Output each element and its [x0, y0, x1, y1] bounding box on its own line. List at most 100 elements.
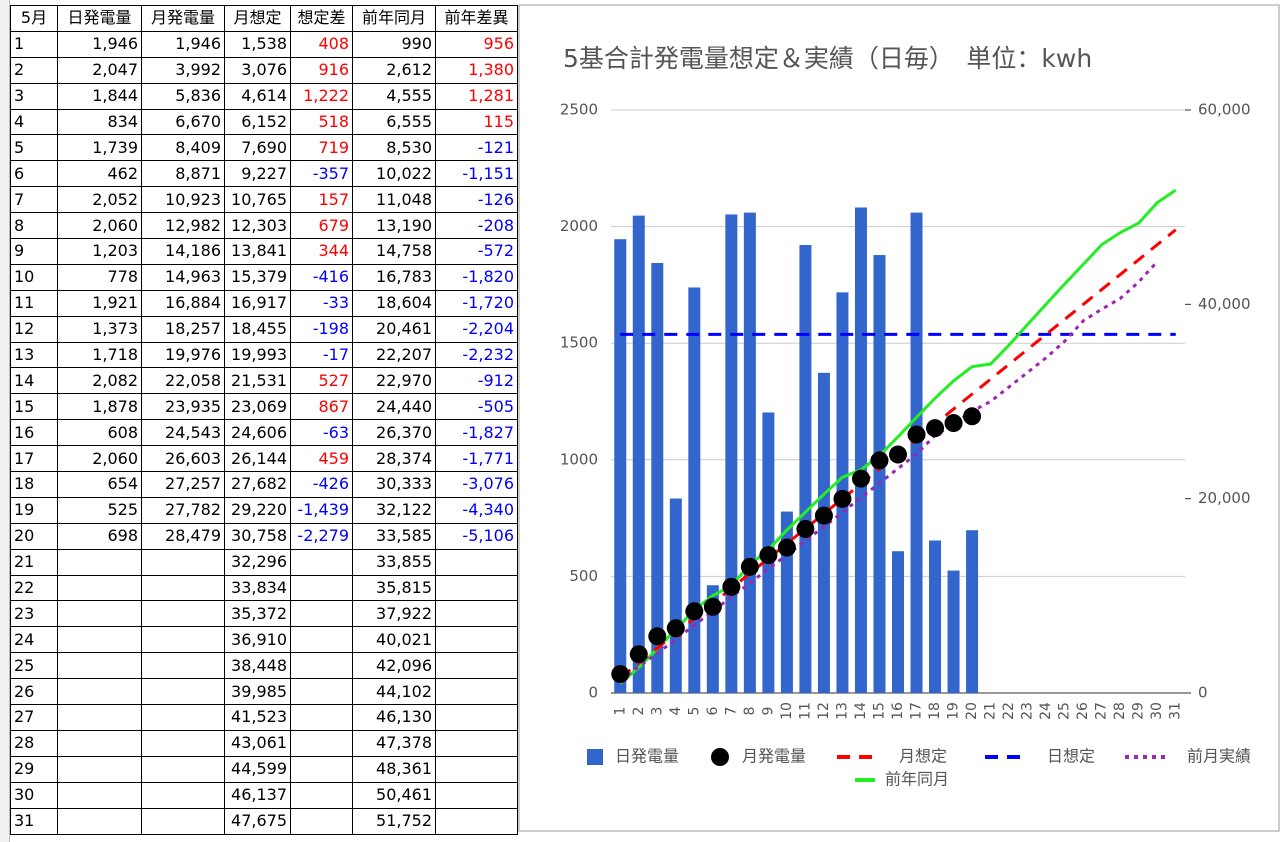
bar: [762, 412, 775, 693]
x-tick-label: 31: [1168, 702, 1184, 720]
x-tick-label: 28: [1112, 702, 1128, 720]
x-tick-label: 19: [946, 702, 962, 720]
table-cell: 1,373: [57, 315, 142, 343]
bar: [892, 551, 904, 693]
legend-swatch: [587, 749, 603, 765]
table-row: 6 462 8,871 9,227 -357 10,022 -1,151: [10, 160, 518, 188]
table-cell: 48,361: [352, 755, 436, 783]
chart-title: 5基合計発電量想定＆実績（日毎） 単位：kwh: [563, 44, 1092, 73]
marker: [870, 451, 889, 470]
marker: [796, 519, 815, 538]
table-cell: 33,855: [352, 548, 436, 576]
table-cell: -912: [435, 367, 518, 395]
table-cell: [290, 807, 353, 835]
table-cell: 18: [10, 471, 58, 498]
bar: [706, 585, 719, 693]
table-cell: -2,204: [435, 315, 518, 343]
table-row: 8 2,060 12,982 12,303 679 13,190 -208: [10, 212, 518, 240]
table-cell: 2,060: [57, 445, 142, 473]
table-cell: 27,257: [141, 471, 225, 498]
table-cell: [290, 678, 353, 706]
marker: [777, 538, 796, 557]
x-tick-label: 30: [1149, 702, 1165, 720]
table-cell: 19: [10, 496, 58, 524]
table-cell: 1,946: [57, 30, 142, 58]
marker: [944, 414, 963, 433]
y-tick-label: 500: [569, 567, 598, 585]
bar: [799, 245, 812, 693]
table-cell: 344: [290, 238, 353, 265]
table-cell: [290, 574, 353, 602]
table-cell: 778: [57, 263, 142, 291]
table-cell: [435, 755, 518, 783]
table-cell: 525: [57, 496, 142, 524]
table-cell: 35,815: [352, 574, 436, 602]
marker: [814, 506, 833, 525]
table-cell: 29,220: [224, 496, 291, 524]
table-cell: 408: [290, 30, 353, 58]
table-cell: 608: [57, 419, 142, 447]
table-cell: [435, 652, 518, 680]
table-cell: 13,841: [224, 238, 291, 265]
table-row: 27 41,523 46,130: [10, 704, 518, 731]
table-cell: 24,440: [352, 393, 436, 421]
table-row: 20 698 28,479 30,758 -2,279 33,585 -5,106: [10, 522, 518, 550]
table-cell: -17: [290, 341, 353, 369]
table-cell: 2,047: [57, 56, 142, 84]
table-cell: 27: [10, 704, 58, 731]
table-cell: [435, 574, 518, 602]
table-cell: [57, 600, 142, 628]
table-cell: 11,048: [352, 186, 436, 214]
table-cell: [435, 678, 518, 706]
table-cell: [57, 548, 142, 576]
x-tick-label: 13: [834, 702, 850, 720]
table-cell: 4,614: [224, 82, 291, 110]
x-tick-label: 15: [871, 702, 887, 720]
table-cell: 8: [10, 212, 58, 240]
table-cell: 38,448: [224, 652, 291, 680]
table-row: 26 39,985 44,102: [10, 678, 518, 706]
table-cell: 15: [10, 393, 58, 421]
marker: [611, 665, 630, 684]
table-cell: 39,985: [224, 678, 291, 706]
table-row: 18 654 27,257 27,682 -426 30,333 -3,076: [10, 471, 518, 498]
table-row: 22 33,834 35,815: [10, 574, 518, 602]
table-cell: 16,884: [141, 289, 225, 317]
table-cell: -2,279: [290, 522, 353, 550]
table-cell: [57, 678, 142, 706]
x-tick-label: 21: [983, 702, 999, 720]
legend-label: 日想定: [1047, 747, 1095, 766]
table-cell: [57, 652, 142, 680]
table-cell: 27,782: [141, 496, 225, 524]
x-tick-label: 11: [797, 702, 813, 720]
table-cell: 462: [57, 160, 142, 188]
table-cell: [435, 600, 518, 628]
table-cell: 42,096: [352, 652, 436, 680]
table-cell: [435, 729, 518, 757]
table-cell: 25: [10, 652, 58, 680]
table-cell: -572: [435, 238, 518, 265]
table-cell: 1,538: [224, 30, 291, 58]
table-cell: [141, 652, 225, 680]
table-cell: -1,820: [435, 263, 518, 291]
table-cell: -198: [290, 315, 353, 343]
table-cell: 5,836: [141, 82, 225, 110]
table-cell: 16,783: [352, 263, 436, 291]
table-cell: 1,203: [57, 238, 142, 265]
table-cell: 13,190: [352, 212, 436, 240]
table-row: 19 525 27,782 29,220 -1,439 32,122 -4,340: [10, 496, 518, 524]
table-cell: -1,720: [435, 289, 518, 317]
table-cell: 679: [290, 212, 353, 240]
table-cell: [290, 548, 353, 576]
bar: [854, 207, 867, 693]
table-cell: 4,555: [352, 82, 436, 110]
table-cell: 47,378: [352, 729, 436, 757]
x-tick-label: 29: [1131, 702, 1147, 720]
table-cell: 前年差異: [435, 5, 518, 32]
x-tick-label: 22: [1001, 702, 1017, 720]
table-cell: 日発電量: [57, 5, 142, 32]
table-cell: [141, 548, 225, 576]
table-row: 16 608 24,543 24,606 -63 26,370 -1,827: [10, 419, 518, 447]
y2-tick-label: 60,000: [1198, 101, 1251, 119]
table-cell: 29: [10, 755, 58, 783]
